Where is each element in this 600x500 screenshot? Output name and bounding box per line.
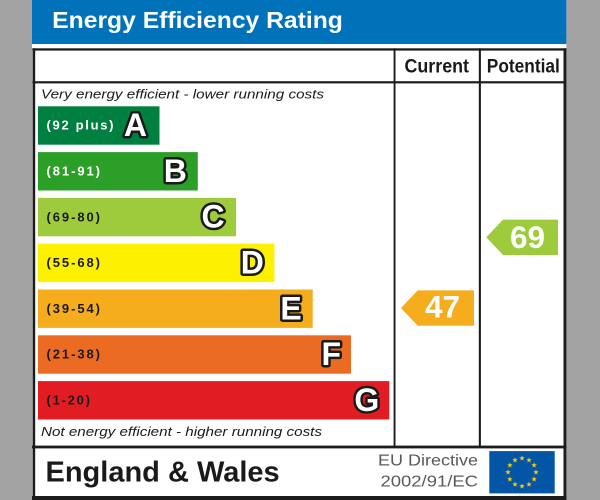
svg-text:Current: Current <box>405 57 470 78</box>
svg-text:B: B <box>164 153 187 189</box>
svg-text:Potential: Potential <box>487 57 560 78</box>
svg-text:(69-80): (69-80) <box>47 209 101 224</box>
svg-text:Not energy efficient - higher: Not energy efficient - higher running co… <box>41 424 323 439</box>
svg-text:(39-54): (39-54) <box>47 301 101 316</box>
svg-text:G: G <box>354 382 379 418</box>
svg-text:(81-91): (81-91) <box>47 164 101 179</box>
svg-text:D: D <box>241 245 264 281</box>
svg-text:A: A <box>124 107 147 143</box>
svg-text:(92 plus): (92 plus) <box>47 118 114 133</box>
svg-text:E: E <box>280 290 301 326</box>
svg-text:47: 47 <box>425 289 460 325</box>
svg-text:EU Directive: EU Directive <box>378 452 478 469</box>
svg-text:2002/91/EC: 2002/91/EC <box>381 474 479 491</box>
svg-text:(1-20): (1-20) <box>47 393 91 408</box>
svg-text:F: F <box>321 336 341 372</box>
svg-text:(55-68): (55-68) <box>47 255 101 270</box>
svg-text:Energy Efficiency Rating: Energy Efficiency Rating <box>52 7 343 33</box>
svg-text:69: 69 <box>510 219 545 255</box>
svg-text:England & Wales: England & Wales <box>46 457 280 489</box>
svg-text:(21-38): (21-38) <box>47 347 101 362</box>
svg-text:C: C <box>201 199 224 235</box>
svg-text:Very energy efficient - lower: Very energy efficient - lower running co… <box>41 87 325 102</box>
